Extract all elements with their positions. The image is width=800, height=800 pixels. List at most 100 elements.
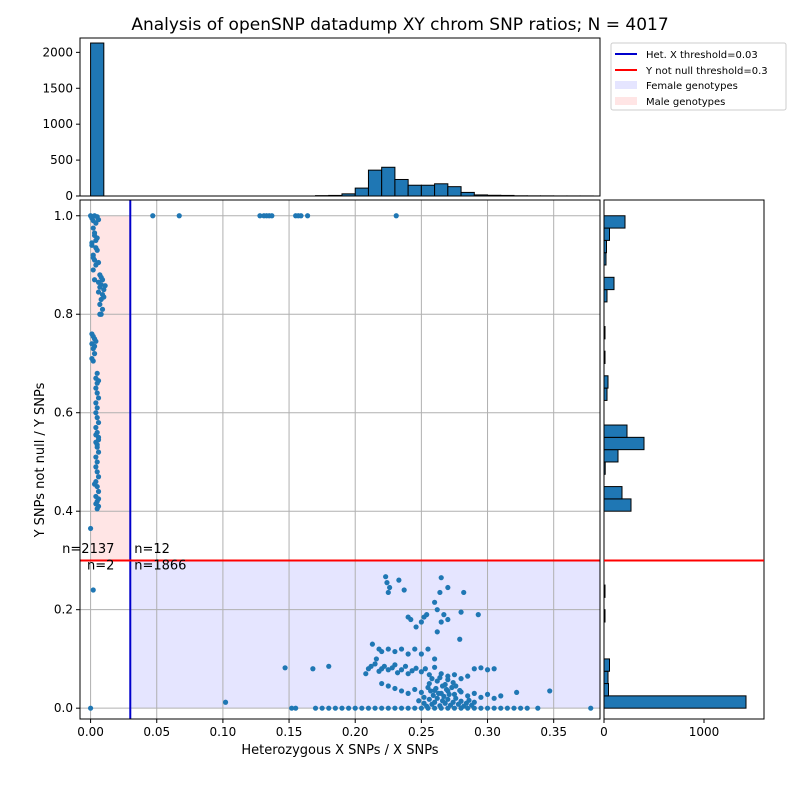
scatter-point [434, 629, 440, 635]
scatter-point [438, 619, 444, 625]
scatter-point [484, 667, 491, 673]
scatter-point [458, 609, 464, 615]
right-histogram-bar [603, 239, 607, 254]
scatter-point [518, 705, 524, 711]
scatter-point [405, 705, 411, 711]
scatter-point [310, 666, 316, 672]
scatter-point [91, 481, 98, 487]
scatter-point [91, 351, 98, 357]
scatter-point [458, 698, 464, 704]
right-histogram-bar [603, 227, 610, 241]
scatter-point [471, 699, 477, 705]
scatter-point [475, 612, 481, 618]
scatter-point [478, 665, 484, 671]
scatter-point [441, 612, 447, 618]
right-histogram-bar [603, 695, 747, 709]
scatter-point [402, 663, 409, 669]
scatter-point [432, 599, 438, 605]
scatter-point [504, 705, 510, 711]
scatter-point [418, 619, 424, 625]
top-histogram-bar [90, 42, 105, 197]
scatter-point [418, 689, 424, 696]
right-histogram-bar [603, 584, 606, 598]
scatter-point [394, 670, 401, 676]
scatter-point [412, 705, 418, 711]
scatter-point [94, 442, 100, 448]
scatter-point [421, 614, 427, 620]
scatter-point [426, 696, 432, 702]
legend-label-male: Male genotypes [646, 97, 725, 108]
scatter-point [93, 245, 99, 251]
scatter-point [478, 694, 484, 700]
scatter-point [458, 676, 464, 682]
scatter-point [426, 680, 432, 687]
x-tick-label: 0.10 [210, 725, 237, 739]
scatter-point [408, 616, 414, 623]
scatter-point [432, 699, 438, 705]
scatter-point [422, 666, 428, 672]
scatter-point [418, 651, 424, 657]
scatter-point [432, 656, 438, 662]
legend-label-het-x: Het. X threshold=0.03 [646, 50, 758, 61]
right-histogram-bar [603, 350, 606, 364]
scatter-point [365, 705, 372, 711]
scatter-point [94, 469, 100, 475]
top-hist-y-tick-label: 1500 [42, 81, 73, 95]
scatter-point [484, 705, 491, 711]
scatter-point [94, 405, 100, 411]
scatter-point [451, 691, 458, 697]
main-plot-frame [79, 199, 601, 720]
scatter-point [93, 338, 99, 344]
top-hist-y-tick-label: 1000 [42, 117, 73, 131]
scatter-point [359, 705, 365, 711]
scatter-point [385, 683, 391, 689]
scatter-point [319, 705, 325, 711]
scatter-point [95, 474, 102, 480]
scatter-point [94, 459, 100, 465]
scatter-point [91, 277, 98, 283]
scatter-point [93, 424, 99, 431]
scatter-point [93, 385, 99, 391]
scatter-point [471, 690, 477, 696]
scatter-point [257, 213, 263, 219]
scatter-point [438, 575, 444, 581]
scatter-point [91, 230, 98, 236]
scatter-point [387, 584, 393, 591]
scatter-point [412, 686, 418, 693]
scatter-point [428, 688, 434, 694]
scatter-point [381, 663, 387, 669]
top-hist-y-tick-label: 0 [65, 189, 73, 203]
scatter-point [385, 705, 391, 711]
right-histogram-bar [603, 215, 626, 229]
y-tick-label: 1.0 [54, 209, 73, 223]
scatter-point [269, 213, 275, 219]
main-scatter-panel: n=2137 n=12n=2 n=1866 0.00 0.05 0.10 0.15 0.20… [33, 199, 601, 758]
quadrant-count: n=2137 [62, 542, 114, 557]
scatter-point [437, 589, 443, 596]
scatter-point [90, 225, 96, 231]
scatter-point [398, 667, 405, 673]
scatter-point [434, 695, 440, 701]
scatter-point [457, 636, 463, 642]
legend-box [610, 42, 787, 111]
right-histogram-bar [603, 276, 615, 291]
right-histogram-bar [603, 658, 610, 672]
scatter-point [398, 705, 405, 711]
y-tick-label: 0.8 [54, 307, 73, 321]
top-histogram-bar [367, 169, 383, 197]
scatter-point [87, 525, 94, 532]
scatter-point [379, 680, 385, 687]
legend-swatch-male [615, 97, 637, 105]
scatter-point [101, 294, 107, 300]
scatter-point [93, 454, 99, 460]
scatter-point [93, 410, 99, 416]
top-histogram-bar [500, 194, 515, 197]
top-histogram-bar [460, 191, 475, 197]
scatter-point [93, 432, 99, 438]
scatter-point [89, 240, 95, 246]
scatter-point [95, 449, 102, 455]
scatter-point [437, 675, 443, 681]
scatter-point [312, 705, 319, 711]
top-hist-y-tick-label: 500 [50, 153, 73, 167]
